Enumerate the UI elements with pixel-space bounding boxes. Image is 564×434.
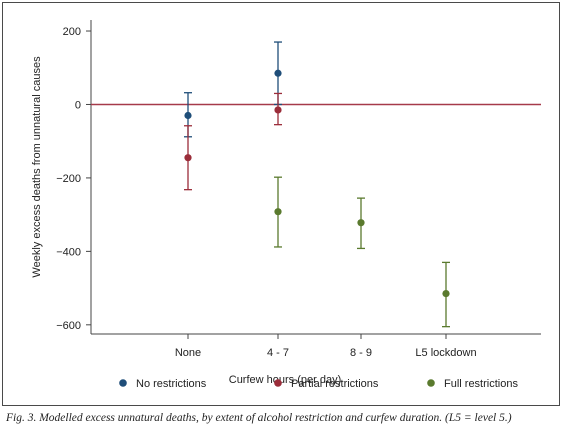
data-point bbox=[442, 290, 450, 298]
y-tick-label: 0 bbox=[75, 99, 81, 111]
data-point bbox=[274, 106, 282, 114]
data-point bbox=[184, 111, 192, 120]
data-point bbox=[184, 154, 192, 162]
error-bar-chart: 200 0 −200 −400 −600 None 4 - 7 8 - 9 L5 lockdow… bbox=[31, 20, 541, 390]
y-tick-label: −400 bbox=[56, 246, 81, 258]
legend-label: Full restrictions bbox=[444, 378, 518, 390]
data-point bbox=[274, 208, 282, 216]
data-point bbox=[357, 219, 365, 227]
legend-label: No restrictions bbox=[136, 378, 207, 390]
x-tick-label: 8 - 9 bbox=[350, 347, 372, 359]
x-axis-title: Curfew hours (per day) bbox=[229, 374, 342, 386]
legend: No restrictions Partial restrictions Full … bbox=[119, 378, 518, 390]
x-tick-label: 4 - 7 bbox=[267, 347, 289, 359]
y-axis-title: Weekly excess deaths from unnatural caus… bbox=[31, 56, 43, 278]
legend-label: Partial restrictions bbox=[291, 378, 379, 390]
figure-frame: 200 0 −200 −400 −600 None 4 - 7 8 - 9 L5 lockdow… bbox=[2, 2, 560, 406]
y-tick-label: −200 bbox=[56, 173, 81, 185]
data-point bbox=[274, 69, 282, 77]
legend-marker bbox=[119, 379, 127, 387]
figure-caption: Fig. 3. Modelled excess unnatural deaths… bbox=[6, 412, 512, 424]
legend-marker bbox=[427, 379, 435, 387]
x-tick-label: L5 lockdown bbox=[415, 347, 476, 359]
y-tick-label: −600 bbox=[56, 320, 81, 332]
y-tick-label: 200 bbox=[63, 26, 81, 38]
legend-marker bbox=[274, 379, 282, 387]
plot-area: 200 0 −200 −400 −600 None 4 - 7 8 - 9 L5 lockdow… bbox=[31, 20, 541, 386]
x-tick-label: None bbox=[175, 347, 201, 359]
